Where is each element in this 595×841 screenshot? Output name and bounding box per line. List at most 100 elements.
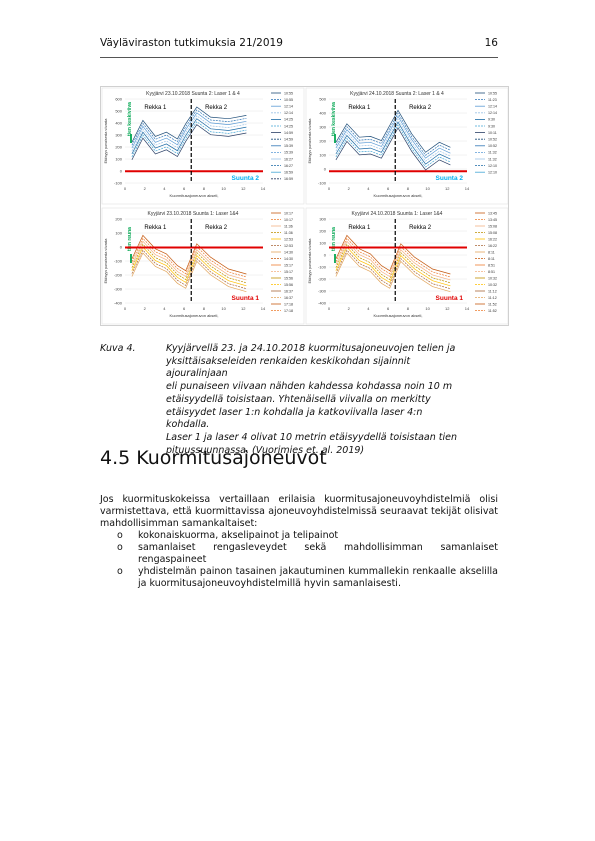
y-tick-label: -200 [318, 277, 327, 282]
list-item-text: samanlaiset rengasleveydet sekä mahdolli… [138, 542, 498, 565]
legend-entry: 15:56 [284, 283, 293, 287]
y-tick-label: -100 [318, 265, 327, 270]
caption-line: etäisyydellä toisistaan. Yhtenäisellä vi… [166, 393, 431, 405]
legend-entry: 14:59 [284, 131, 293, 135]
legend-entry: 16:59 [284, 177, 293, 181]
x-tick-label: 2 [348, 186, 351, 191]
x-tick-label: 4 [163, 306, 166, 311]
caption-line: pituussuunnassa. (Vuorimies et. al. 2019… [166, 444, 365, 456]
caption-label: Kuva 4. [100, 343, 136, 354]
page-number: 16 [484, 37, 498, 49]
legend-entry: 15:39 [284, 144, 293, 148]
list-item: o yhdistelmän painon tasainen jakautumin… [117, 566, 498, 590]
x-tick-label: 0 [124, 186, 127, 191]
y-tick-label: -100 [114, 181, 123, 186]
data-series-line [335, 115, 451, 159]
legend-entry: 12:10 [488, 171, 497, 175]
caption-line: eli punaiseen viivaan nähden kahdessa ko… [166, 381, 453, 393]
legend-entry: 15:08 [488, 224, 497, 228]
y-tick-label: 200 [115, 217, 122, 222]
y-axis-label: Etäisyys punaisesta viivasta [104, 119, 108, 164]
y-tick-label: 200 [115, 145, 122, 150]
legend-entry: 10:52 [488, 138, 497, 142]
chart-title: Kyyjärvi 23.10.2018 Suunta 2: Laser 1 & … [146, 91, 240, 97]
list-item: o samanlaiset rengasleveydet sekä mahdol… [117, 542, 498, 566]
y-tick-label: 100 [115, 231, 122, 236]
legend-entry: 10:17 [284, 218, 293, 222]
data-series-line [131, 243, 247, 284]
legend-entry: 11:32 [488, 151, 497, 155]
y-tick-label: -400 [318, 301, 327, 306]
y-tick-label: -100 [114, 259, 123, 264]
y-axis-label: Etäisyys punaisesta viivasta [308, 119, 312, 164]
y-tick-label: 0 [120, 169, 123, 174]
x-tick-label: 8 [407, 186, 410, 191]
data-series-line [131, 234, 247, 275]
x-tick-label: 14 [261, 306, 266, 311]
x-tick-label: 4 [367, 306, 370, 311]
x-tick-label: 6 [183, 186, 186, 191]
legend-entry: 11:52 [488, 302, 497, 306]
x-tick-label: 10 [425, 186, 430, 191]
y-tick-label: -400 [114, 301, 123, 306]
y-tick-label: 200 [319, 139, 326, 144]
y-tick-label: 0 [324, 167, 327, 172]
x-tick-label: 14 [261, 186, 266, 191]
x-tick-label: 2 [144, 306, 147, 311]
legend-entry: 12:53 [284, 244, 293, 248]
legend-entry: 16:59 [284, 171, 293, 175]
data-series-line [131, 252, 247, 293]
x-tick-label: 8 [407, 306, 410, 311]
y-tick-label: 100 [319, 153, 326, 158]
caption-line: yksittäisakseleiden renkaiden keskikohda… [166, 355, 411, 380]
road-side-label: tien reuna [331, 227, 337, 251]
x-tick-label: 6 [387, 186, 390, 191]
x-tick-label: 0 [328, 186, 331, 191]
y-tick-label: 300 [319, 217, 326, 222]
legend-entry: 10:11 [488, 131, 497, 135]
legend-entry: 10:17 [284, 211, 293, 215]
report-series-title: Väyläviraston tutkimuksia 21/2019 [100, 37, 283, 49]
data-series-line [131, 121, 247, 158]
chart-title: Kyyjärvi 23.10.2018 Suunta 1: Laser 1&4 [148, 211, 239, 217]
rekka-2-label: Rekka 2 [205, 105, 228, 111]
bullet-marker: o [117, 542, 123, 553]
legend-entry: 14:25 [284, 124, 293, 128]
legend-entry: 15:17 [284, 270, 293, 274]
y-tick-label: 0 [324, 253, 327, 258]
y-axis-label: Etäisyys punaisesta viivasta [104, 239, 108, 284]
legend-entry: 10:55 [284, 91, 293, 95]
bullet-marker: o [117, 566, 123, 577]
x-tick-label: 12 [241, 306, 246, 311]
legend-entry: 15:17 [284, 263, 293, 267]
legend-entry: 12:53 [284, 237, 293, 241]
x-axis-label: Kuormitusajoneuvon akseli, [374, 313, 423, 318]
data-series-line [131, 249, 247, 290]
legend-entry: 8:51 [488, 270, 495, 274]
x-tick-label: 0 [328, 306, 331, 311]
y-tick-label: 300 [115, 133, 122, 138]
legend-entry: 15:08 [488, 231, 497, 235]
section-heading: 4.5 Kuormitusajoneuvot [100, 447, 327, 469]
legend-entry: 11:32 [488, 157, 497, 161]
data-series-line [335, 124, 451, 168]
data-series-line [131, 115, 247, 152]
y-tick-label: -300 [114, 287, 123, 292]
y-tick-label: 100 [319, 241, 326, 246]
data-series-line [131, 124, 247, 161]
data-series-line [335, 234, 451, 275]
y-tick-label: 500 [115, 109, 122, 114]
data-series-line [335, 127, 451, 171]
rekka-1-label: Rekka 1 [348, 105, 371, 111]
legend-entry: 12:14 [488, 105, 497, 109]
y-tick-label: -100 [318, 181, 327, 186]
x-tick-label: 14 [465, 186, 470, 191]
legend-entry: 8:51 [488, 263, 495, 267]
y-tick-label: 0 [120, 245, 123, 250]
x-tick-label: 12 [241, 186, 246, 191]
legend-entry: 8:11 [488, 257, 495, 261]
data-series-line [131, 106, 247, 143]
y-tick-label: 100 [115, 157, 122, 162]
legend-entry: 16:22 [488, 244, 497, 248]
legend-entry: 12:14 [284, 105, 293, 109]
